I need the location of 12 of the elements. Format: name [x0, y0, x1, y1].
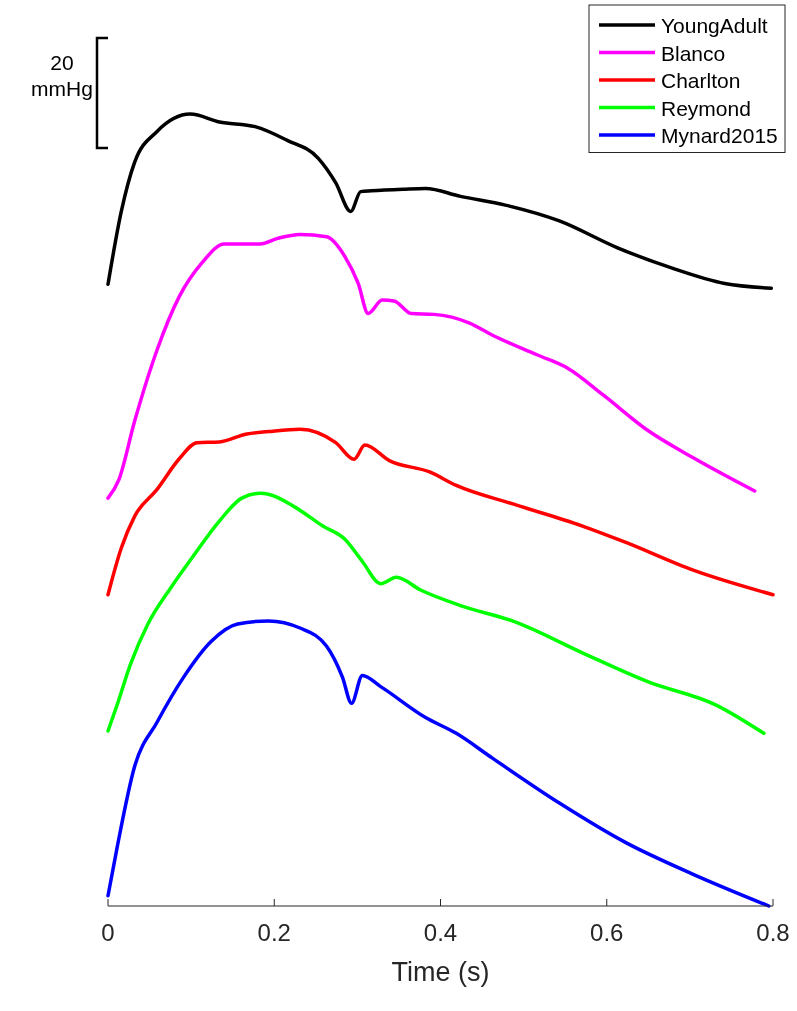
legend-label: Charlton — [661, 69, 741, 92]
legend-label: YoungAdult — [661, 14, 768, 37]
x-tick-label: 0.8 — [756, 919, 790, 946]
legend-label: Reymond — [661, 96, 751, 120]
legend-label: Blanco — [661, 41, 726, 65]
legend-label: Mynard2015 — [661, 124, 778, 147]
x-tick-label: 0.6 — [590, 919, 624, 946]
x-tick-label: 0.4 — [423, 919, 458, 946]
x-tick-label: 0.2 — [257, 919, 291, 946]
x-tick-label: 0 — [101, 919, 115, 946]
x-axis-title: Time (s) — [391, 957, 490, 987]
text: 20 mmHg — [31, 51, 93, 100]
